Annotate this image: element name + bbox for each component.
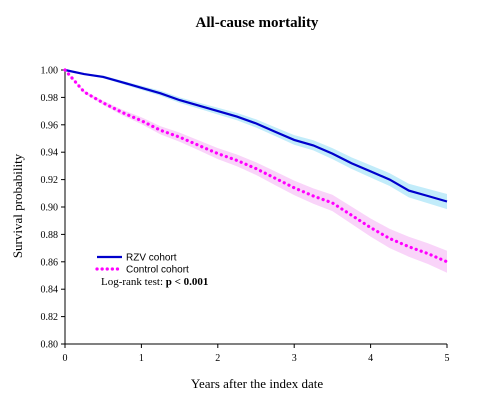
rzv-survival-line (64, 68, 448, 203)
x-axis-label: Years after the index date (191, 376, 323, 391)
log-rank-p-value: p < 0.001 (166, 276, 209, 288)
x-tick-label: 3 (292, 353, 297, 364)
legend-label-control: Control cohort (126, 265, 189, 276)
y-tick-label: 0.92 (41, 175, 59, 186)
control-survival-line (63, 68, 449, 264)
axes: 0.80 0.82 0.84 0.86 0.88 0.90 0.92 0.94 0.96 0.98… (41, 66, 450, 365)
log-rank-prefix: Log-rank test: (101, 276, 166, 288)
y-tick-label: 1.00 (41, 66, 59, 77)
y-tick-label: 0.94 (41, 148, 59, 159)
x-tick-label: 5 (445, 353, 450, 364)
legend-label-rzv: RZV cohort (126, 253, 177, 264)
confidence-bands (65, 70, 447, 273)
chart-title: All-cause mortality (196, 15, 319, 31)
ci-band-rzv (65, 70, 447, 210)
y-tick-label: 0.98 (41, 93, 59, 104)
x-tick-label: 4 (368, 353, 373, 364)
y-tick-label: 0.84 (41, 285, 59, 296)
y-tick-label: 0.80 (41, 340, 59, 351)
survival-curves (63, 68, 449, 264)
x-tick-label: 0 (63, 353, 68, 364)
y-tick-label: 0.96 (41, 120, 59, 131)
x-tick-label: 1 (139, 353, 144, 364)
y-tick-label: 0.82 (41, 312, 59, 323)
x-tick-label: 2 (215, 353, 220, 364)
y-tick-label: 0.88 (41, 230, 59, 241)
y-tick-label: 0.86 (41, 257, 59, 268)
log-rank-annotation: Log-rank test: p < 0.001 (101, 276, 208, 288)
y-tick-label: 0.90 (41, 203, 59, 214)
y-axis-label: Survival probability (10, 153, 25, 258)
ci-band-control (65, 70, 447, 273)
